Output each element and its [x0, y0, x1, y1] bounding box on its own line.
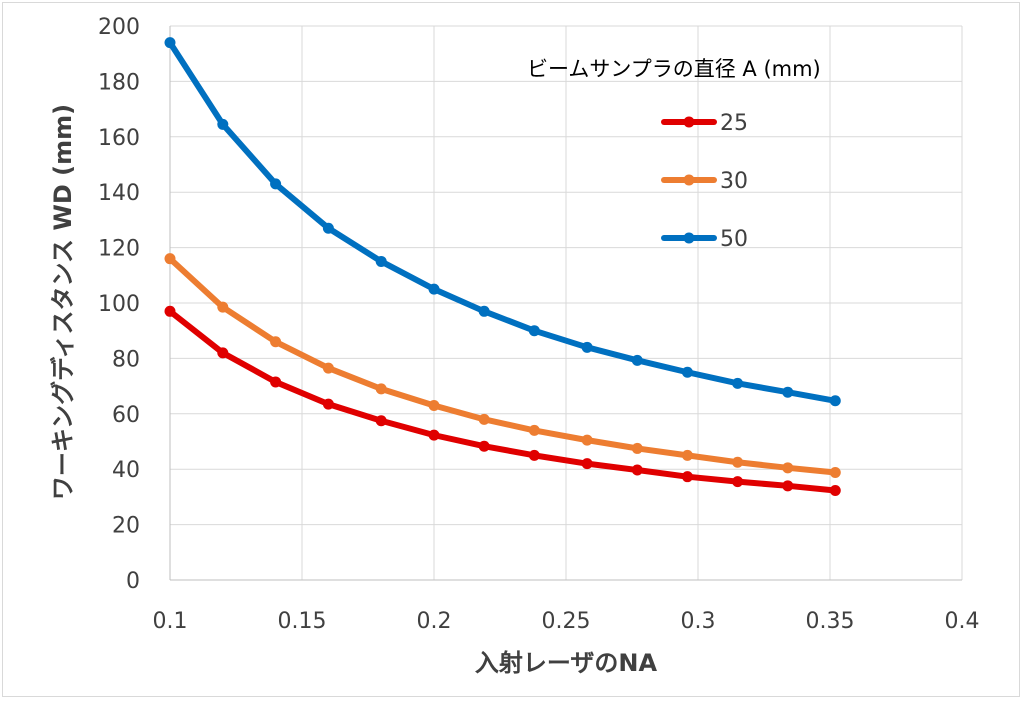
- data-point: [428, 399, 440, 411]
- data-point: [270, 336, 282, 348]
- legend-marker-30: [683, 174, 695, 186]
- x-tick-label: 0.2: [417, 609, 452, 634]
- y-tick-label: 160: [98, 126, 140, 151]
- series-50: [164, 37, 841, 407]
- data-point: [322, 222, 334, 234]
- x-tick-label: 0.15: [278, 609, 327, 634]
- y-tick-label: 40: [112, 458, 140, 483]
- y-tick-label: 140: [98, 181, 140, 206]
- y-tick-label: 0: [126, 569, 140, 594]
- legend-label-50: 50: [720, 227, 748, 252]
- legend: ビームサンプラの直径 A (mm) 25 30 50: [527, 57, 821, 252]
- data-point: [732, 476, 744, 488]
- x-tick-label: 0.25: [542, 609, 591, 634]
- y-tick-label: 100: [98, 292, 140, 317]
- data-point: [631, 464, 643, 476]
- data-point: [631, 442, 643, 454]
- data-point: [732, 377, 744, 389]
- y-tick-label: 80: [112, 347, 140, 372]
- x-axis-title: 入射レーザのNA: [475, 649, 658, 677]
- data-point: [375, 383, 387, 395]
- data-point: [782, 386, 794, 398]
- x-tick-label: 0.3: [681, 609, 716, 634]
- data-point: [322, 362, 334, 374]
- series-line-25: [167, 308, 839, 494]
- data-point: [528, 325, 540, 337]
- data-point: [528, 424, 540, 436]
- grid-lines: [169, 25, 963, 581]
- data-point: [478, 440, 490, 452]
- data-point: [270, 178, 282, 190]
- x-tick-label: 0.4: [945, 609, 980, 634]
- series-line-50: [167, 39, 839, 404]
- series-line-30: [167, 255, 839, 476]
- data-point: [164, 37, 176, 49]
- data-point: [270, 376, 282, 388]
- data-point: [375, 415, 387, 427]
- data-point: [829, 467, 841, 479]
- legend-title: ビームサンプラの直径 A (mm): [527, 57, 821, 81]
- data-point: [581, 341, 593, 353]
- y-tick-label: 200: [98, 15, 140, 40]
- legend-label-30: 30: [720, 169, 748, 194]
- y-tick-label: 180: [98, 70, 140, 95]
- data-point: [631, 354, 643, 366]
- data-point: [732, 456, 744, 468]
- data-point: [217, 347, 229, 359]
- data-point: [217, 301, 229, 313]
- data-point: [681, 449, 693, 461]
- x-tick-label: 0.35: [806, 609, 855, 634]
- series-30: [164, 253, 841, 479]
- series-25: [164, 305, 841, 497]
- series-group: [164, 37, 841, 497]
- data-point: [217, 118, 229, 130]
- data-point: [478, 413, 490, 425]
- y-tick-label: 20: [112, 514, 140, 539]
- data-point: [478, 305, 490, 317]
- data-point: [681, 366, 693, 378]
- data-point: [829, 485, 841, 497]
- data-point: [829, 395, 841, 407]
- y-axis-title: ワーキングディスタンス WD (mm): [49, 104, 77, 500]
- data-point: [681, 471, 693, 483]
- data-point: [581, 434, 593, 446]
- legend-label-25: 25: [720, 111, 748, 136]
- data-point: [164, 253, 176, 265]
- y-tick-labels: 0 20 40 60 80 100 120 140 160 180 200: [98, 15, 140, 594]
- data-point: [428, 283, 440, 295]
- data-point: [528, 449, 540, 461]
- data-point: [164, 305, 176, 317]
- data-point: [375, 255, 387, 267]
- y-tick-label: 120: [98, 237, 140, 262]
- y-tick-label: 60: [112, 403, 140, 428]
- x-tick-labels: 0.1 0.15 0.2 0.25 0.3 0.35 0.4: [153, 609, 980, 634]
- data-point: [782, 462, 794, 474]
- x-tick-label: 0.1: [153, 609, 188, 634]
- legend-marker-25: [683, 116, 695, 128]
- data-point: [322, 398, 334, 410]
- legend-marker-50: [683, 232, 695, 244]
- data-point: [428, 429, 440, 441]
- data-point: [581, 458, 593, 470]
- data-point: [782, 480, 794, 492]
- axes: [169, 26, 962, 581]
